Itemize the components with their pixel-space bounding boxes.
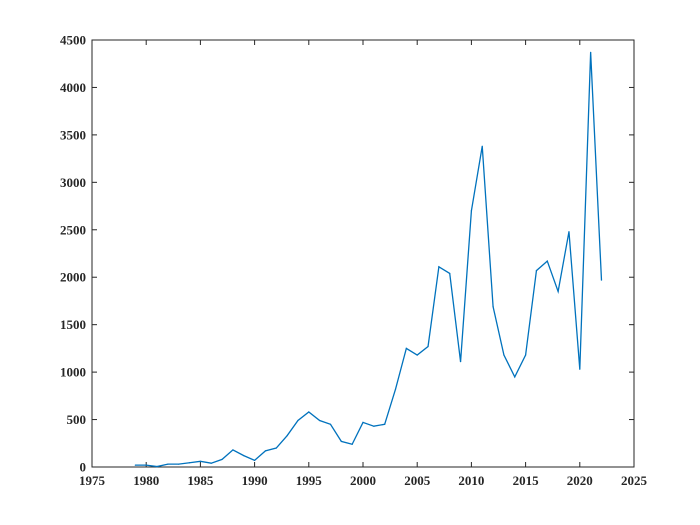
data-point [492,306,494,308]
y-tick-label: 1500 [60,317,86,332]
data-point [254,459,256,461]
data-point [535,269,538,272]
y-tick-label: 2500 [60,222,86,237]
y-tick-label: 4000 [60,80,86,95]
data-point [470,210,472,212]
data-point [275,447,277,449]
data-point [373,425,375,427]
data-point [199,460,201,462]
x-tick-label: 2015 [513,473,540,488]
x-tick-label: 1985 [187,473,214,488]
y-tick-label: 3500 [60,127,86,142]
data-point [557,290,559,293]
data-point [525,354,527,356]
data-point [546,260,548,262]
data-point [340,440,342,442]
data-point [188,462,191,464]
x-tick-label: 1975 [79,473,106,488]
x-tick-label: 1995 [296,473,323,488]
data-point [438,266,440,268]
data-point [514,376,516,378]
data-point [243,455,245,457]
data-point [590,51,592,53]
data-point [167,463,169,465]
y-tick-label: 3000 [60,175,86,190]
data-point [503,354,505,356]
data-point [405,347,407,349]
series-line [135,52,603,468]
x-tick-label: 1990 [242,473,268,488]
data-point [481,145,483,147]
data-point [329,423,332,425]
data-point [427,345,429,348]
data-point [568,231,570,233]
data-point [286,435,288,437]
data-point [449,272,451,275]
data-point [297,419,299,422]
x-tick-label: 2000 [350,473,376,488]
data-point [145,464,147,466]
data-point [579,368,581,370]
data-point [264,450,267,452]
x-tick-label: 2020 [567,473,593,488]
x-tick-label: 2010 [458,473,484,488]
plot-area: 1975 1980 1985 1990 1995 2000 2005 2010 2015 2020… [60,33,648,489]
data-point [600,279,603,281]
y-tick-label: 500 [67,412,87,427]
data-point [394,388,397,390]
data-point [459,361,462,363]
data-point [416,354,418,356]
data-point [134,464,136,466]
x-tick-label: 1980 [133,473,159,488]
axes-box [91,39,635,468]
data-point [308,411,310,413]
data-point [362,421,364,424]
data-point [232,449,234,451]
x-tick-label: 2005 [404,473,431,488]
y-tick-label: 0 [80,460,87,475]
data-point [221,458,223,461]
data-point [178,463,180,465]
x-tick-label: 2025 [621,473,648,488]
data-point [351,443,353,445]
data-point [210,462,212,464]
data-point [319,419,321,422]
data-point [384,423,386,425]
data-point [156,465,158,468]
y-tick-label: 4500 [60,33,86,48]
y-tick-label: 1000 [60,365,86,380]
y-tick-label: 2000 [60,270,86,285]
